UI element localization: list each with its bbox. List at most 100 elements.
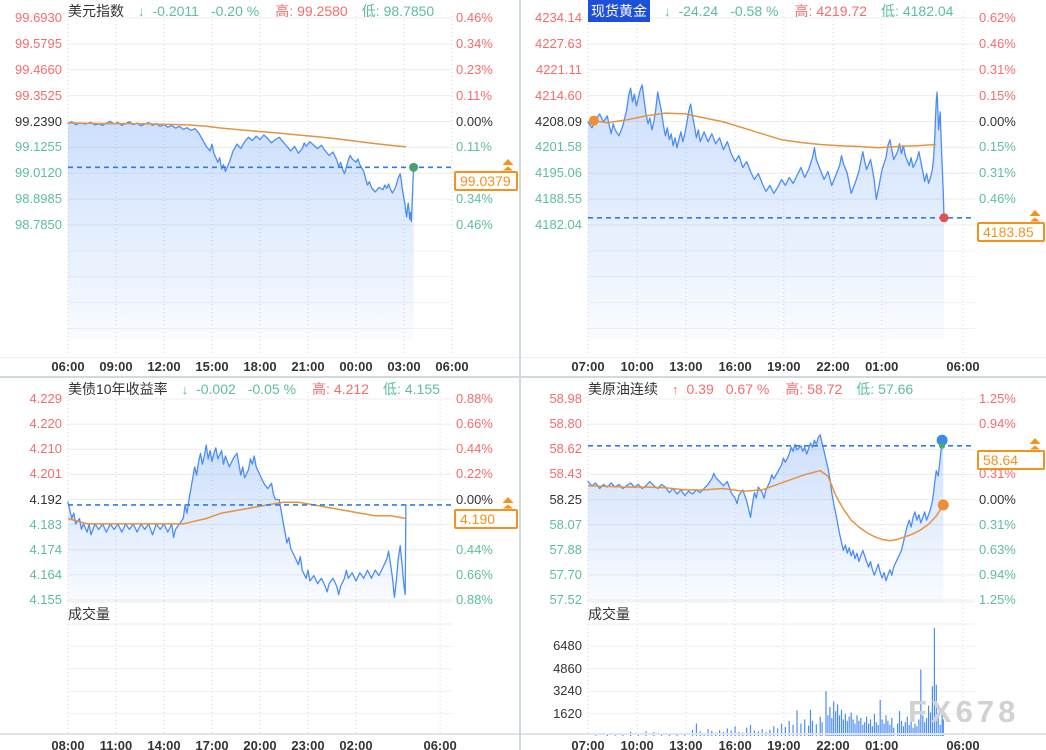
left-axis-tick: 4.220: [29, 416, 62, 432]
right-axis-tick: 0.94%: [979, 416, 1016, 432]
right-axis-tick: 0.66%: [456, 566, 493, 582]
time-axis-label: 20:00: [243, 738, 277, 750]
high-label: 高:: [785, 381, 804, 397]
change-percent: -0.58 %: [730, 3, 779, 19]
instrument-title[interactable]: 美元指数: [68, 3, 124, 19]
time-axis-label: 22:00: [816, 738, 850, 750]
right-axis-tick: 0.66%: [456, 416, 493, 432]
chart-plot-area[interactable]: 99.6930 99.5795 99.4660 99.3525 99.2390 99.12…: [0, 0, 519, 377]
time-axis-label: 17:00: [195, 738, 229, 750]
left-axis-tick: 98.7850: [15, 217, 62, 232]
time-axis-label: 06:00: [423, 738, 457, 750]
right-axis-tick: 0.44%: [456, 441, 493, 457]
left-axis-tick: 99.1255: [15, 139, 62, 155]
right-axis-tick: 0.00%: [979, 113, 1016, 129]
time-axis-label: 16:00: [718, 738, 752, 750]
time-axis-label: 15:00: [195, 359, 229, 374]
time-axis-label: 08:00: [51, 738, 85, 750]
horizontal-divider: [0, 376, 1046, 378]
right-axis-tick: 0.44%: [456, 541, 493, 557]
instrument-title[interactable]: 美原油连续: [588, 381, 658, 397]
right-axis-tick: 0.15%: [979, 87, 1016, 103]
time-axis-label: 12:00: [147, 359, 181, 374]
low-value: 4182.04: [902, 3, 954, 19]
instrument-title[interactable]: 现货黄金: [588, 0, 650, 22]
left-axis-tick: 4221.11: [535, 61, 582, 77]
right-axis-tick: 0.34%: [456, 191, 493, 207]
left-axis-tick: 4.183: [29, 516, 62, 532]
chart-plot-area[interactable]: 58.98 58.80 58.62 58.43 58.25 58.07 57.88 57.70…: [520, 378, 1046, 750]
time-axis-label: 16:00: [718, 359, 752, 374]
time-axis-label: 07:00: [571, 738, 605, 750]
time-axis-label: 10:00: [620, 738, 654, 750]
left-axis-tick: 4.201: [29, 466, 62, 482]
time-axis-label: 02:00: [339, 738, 373, 750]
right-axis-tick: 0.23%: [456, 61, 493, 77]
time-axis-label: 06:00: [946, 738, 980, 750]
right-axis-tick: 1.25%: [979, 391, 1016, 406]
direction-arrow-icon: ↑: [672, 381, 679, 397]
time-axis-label: 19:00: [767, 738, 801, 750]
direction-arrow-icon: ↓: [664, 3, 671, 19]
panel-header: 美原油连续 ↑ 0.39 0.67 % 高: 58.72 低: 57.66: [588, 380, 913, 398]
left-axis-tick: 4214.60: [535, 87, 582, 103]
left-axis-tick: 4188.55: [535, 191, 582, 207]
right-axis-tick: 0.22%: [456, 466, 493, 482]
change-percent: -0.05 %: [247, 381, 297, 397]
top-axis-rule: [0, 357, 1046, 358]
left-axis-tick: 58.98: [549, 391, 582, 406]
high-value: 4.212: [333, 381, 369, 397]
volume-axis-tick: 4860: [553, 660, 582, 676]
left-axis-tick: 4227.63: [535, 35, 582, 51]
price-alert-arrow-icon: [1029, 209, 1041, 222]
right-axis-tick: 0.34%: [456, 35, 493, 51]
right-axis-tick: 0.11%: [456, 139, 492, 155]
time-axis-label: 01:00: [865, 738, 899, 750]
high-label: 高:: [794, 3, 813, 19]
instrument-title[interactable]: 美债10年收益率: [68, 381, 168, 397]
panel-us10y-yield: 美债10年收益率 ↓ -0.002 -0.05 % 高: 4.212 低: 4.…: [0, 378, 519, 750]
right-axis-tick: 0.63%: [979, 541, 1016, 557]
time-axis-label: 00:00: [339, 359, 373, 374]
left-axis-tick: 4234.14: [535, 10, 582, 25]
volume-section-label: 成交量: [68, 606, 110, 622]
time-axis-label: 13:00: [669, 738, 703, 750]
high-value: 99.2580: [297, 3, 348, 19]
time-axis-label: 06:00: [435, 359, 469, 374]
time-axis-label: 19:00: [767, 359, 801, 374]
right-axis-tick: 0.46%: [979, 191, 1016, 207]
volume-axis-tick: 6480: [553, 638, 582, 654]
left-axis-tick: 99.6930: [15, 10, 62, 25]
time-axis-label: 13:00: [669, 359, 703, 374]
left-axis-tick: 57.52: [549, 592, 582, 607]
bottom-axis-rule: [0, 733, 1046, 735]
low-value: 57.66: [878, 381, 914, 397]
right-axis-tick: 0.00%: [456, 491, 493, 507]
left-axis-tick: 99.3525: [15, 87, 62, 103]
high-label: 高:: [275, 3, 294, 19]
time-axis-label: 23:00: [291, 738, 325, 750]
right-axis-tick: 1.25%: [979, 592, 1016, 607]
time-axis-label: 11:00: [99, 738, 133, 750]
chart-plot-area[interactable]: 4.229 4.220 4.210 4.201 4.192 4.183 4.174 4.164…: [0, 378, 519, 750]
right-axis-tick: 0.46%: [979, 35, 1016, 51]
high-value: 58.72: [807, 381, 843, 397]
last-price-tag: 4183.85: [977, 221, 1045, 242]
change-value: 0.39: [686, 381, 714, 397]
price-alert-arrow-icon: [1029, 437, 1041, 450]
panel-header: 美债10年收益率 ↓ -0.002 -0.05 % 高: 4.212 低: 4.…: [68, 380, 440, 398]
panel-usd-index: 美元指数 ↓ -0.2011 -0.20 % 高: 99.2580 低: 98.…: [0, 0, 519, 377]
left-axis-tick: 98.8985: [15, 191, 62, 207]
change-value: -24.24: [678, 3, 719, 19]
left-axis-tick: 4.155: [29, 592, 62, 607]
right-axis-tick: 0.31%: [979, 466, 1016, 482]
time-axis-label: 10:00: [620, 359, 654, 374]
left-axis-tick: 58.25: [549, 491, 582, 507]
change-percent: 0.67 %: [725, 381, 770, 397]
right-axis-tick: 0.00%: [979, 491, 1016, 507]
left-axis-tick: 4.229: [29, 391, 62, 406]
left-axis-tick: 57.88: [549, 541, 582, 557]
panel-spot-gold: 现货黄金 ↓ -24.24 -0.58 % 高: 4219.72 低: 4182…: [520, 0, 1046, 377]
chart-plot-area[interactable]: 4234.14 4227.63 4221.11 4214.60 4208.09 4201.…: [520, 0, 1046, 377]
low-label: 低:: [880, 3, 899, 19]
